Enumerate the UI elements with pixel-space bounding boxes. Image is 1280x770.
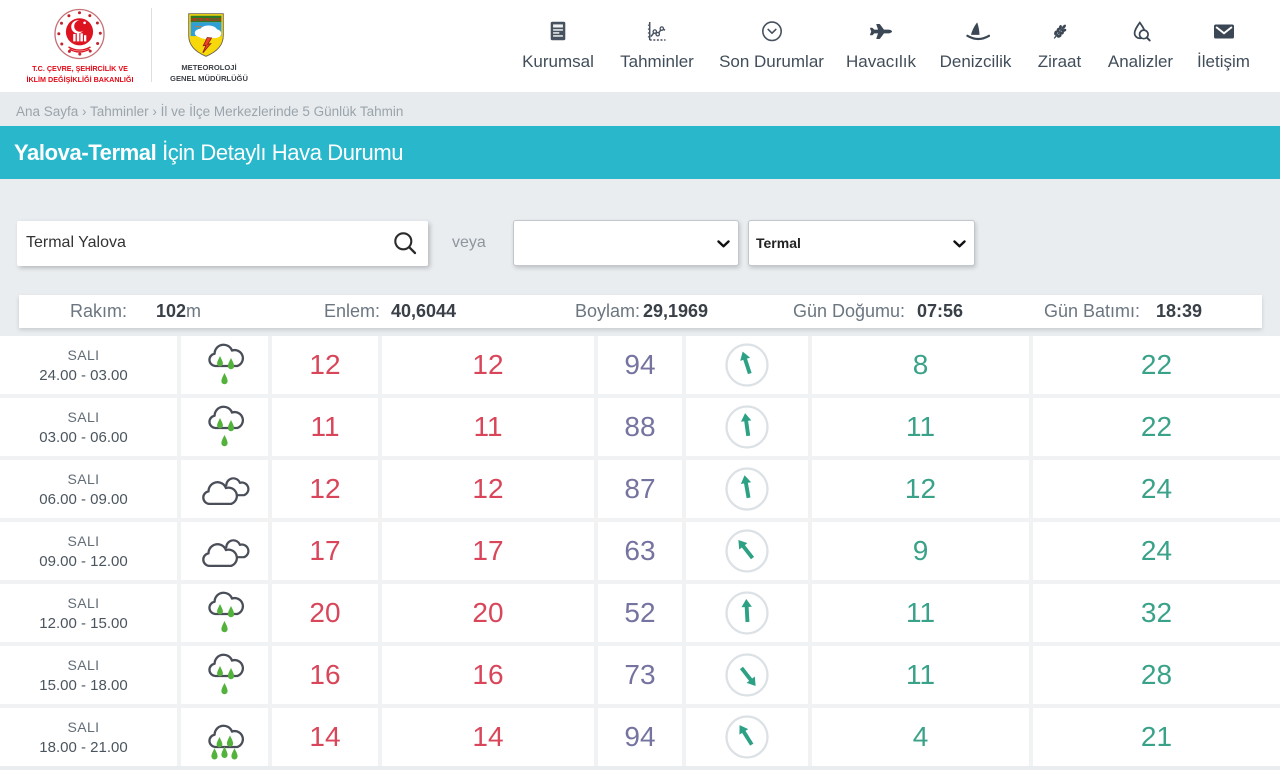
svg-text:METEOROLOJİ: METEOROLOJİ	[191, 17, 221, 22]
